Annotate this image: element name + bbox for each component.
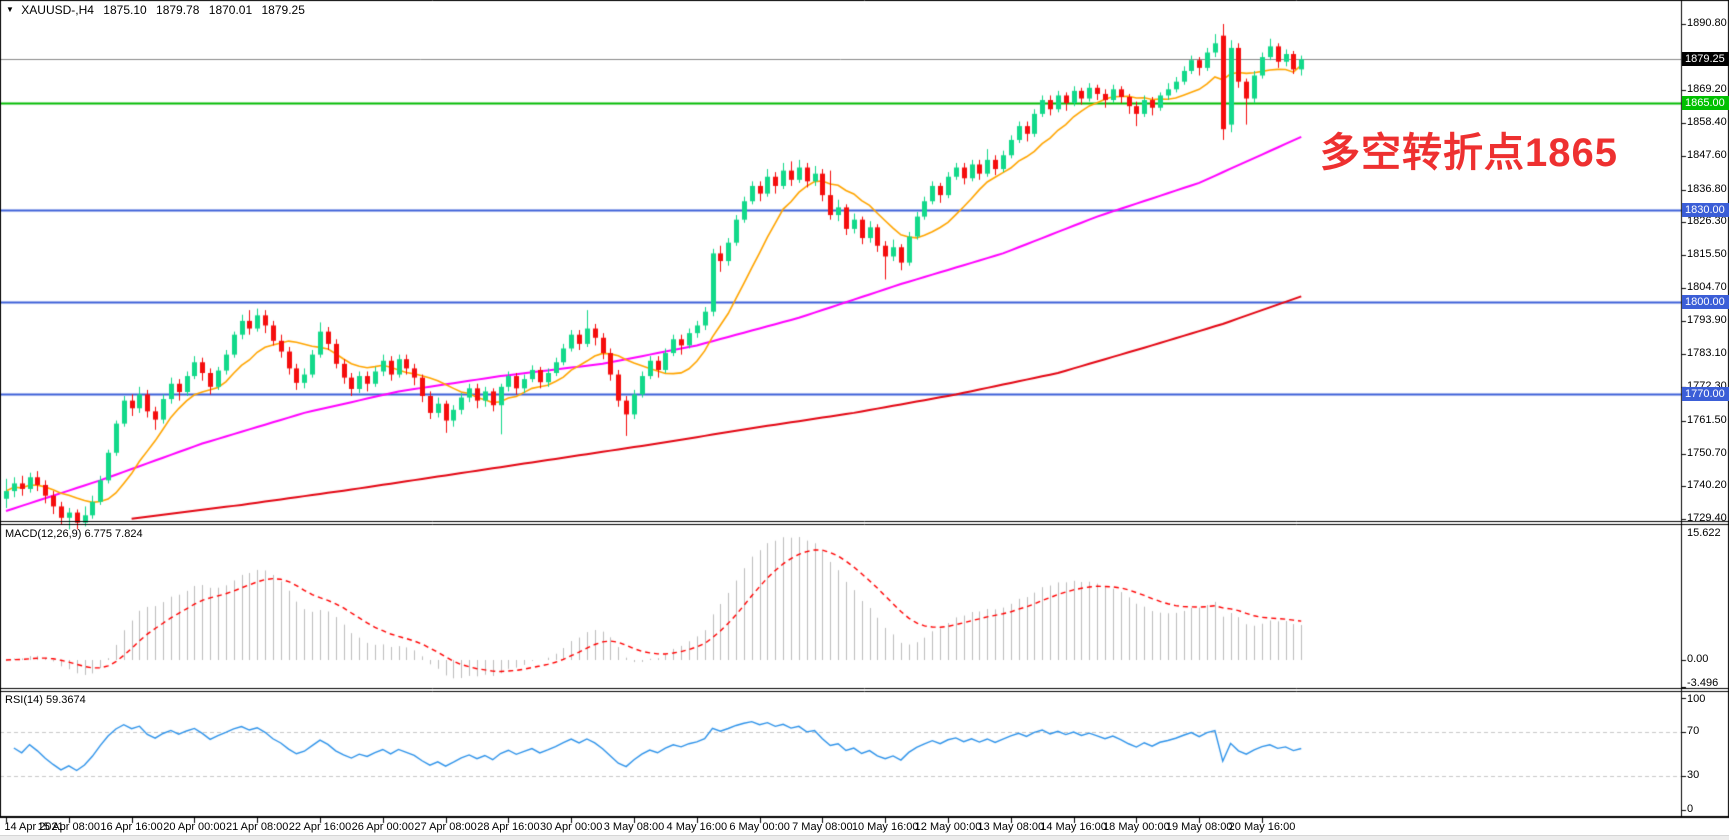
- price-tick-label: 1750.70: [1687, 446, 1727, 459]
- price-tick-label: 1783.10: [1687, 347, 1727, 360]
- price-badge: 1770.00: [1682, 387, 1729, 402]
- quote-open: 1875.10: [103, 3, 147, 17]
- rsi-scale-label: 0: [1687, 803, 1694, 815]
- date-axis-label: 14 Apr 2021: [4, 821, 64, 833]
- quote-close: 1879.25: [261, 3, 305, 17]
- date-axis-label: 15 Apr 08:00: [37, 821, 100, 833]
- quote-high: 1879.78: [156, 3, 200, 17]
- date-axis-label: 28 Apr 16:00: [477, 821, 540, 833]
- price-tick-label: 1847.60: [1687, 149, 1727, 162]
- date-axis-label: 13 May 08:00: [977, 821, 1045, 833]
- quote-header: ▼ XAUUSD-,H4 1875.10 1879.78 1870.01 187…: [6, 3, 311, 17]
- date-axis-label: 19 May 08:00: [1165, 821, 1233, 833]
- window-bottom-strip: [0, 835, 1729, 840]
- macd-scale-label: -3.496: [1687, 677, 1719, 689]
- date-axis-label: 16 Apr 16:00: [100, 821, 163, 833]
- macd-indicator-label: MACD(12,26,9) 6.775 7.824: [5, 528, 143, 540]
- price-badge: 1830.00: [1682, 203, 1729, 218]
- rsi-scale-label: 30: [1687, 769, 1700, 782]
- date-axis-label: 27 Apr 08:00: [414, 821, 477, 833]
- date-axis-label: 12 May 00:00: [914, 821, 982, 833]
- price-tick-label: 1890.80: [1687, 17, 1727, 29]
- date-axis-label: 3 May 08:00: [603, 821, 665, 833]
- date-axis-label: 10 May 16:00: [851, 821, 919, 833]
- price-tick-label: 1804.70: [1687, 281, 1727, 294]
- date-axis-label: 14 May 16:00: [1040, 821, 1107, 833]
- chart-annotation-text: 多空转折点1865: [1320, 131, 1618, 175]
- price-tick-label: 1826.30: [1687, 214, 1727, 227]
- price-direction-icon: ▼: [6, 5, 14, 14]
- price-tick-label: 1858.40: [1687, 116, 1727, 129]
- date-axis-label: 7 May 08:00: [792, 821, 853, 833]
- date-axis-label: 26 Apr 00:00: [351, 821, 414, 833]
- date-axis-label: 20 May 16:00: [1228, 821, 1296, 833]
- date-axis-label: 21 Apr 08:00: [225, 821, 289, 833]
- price-tick-label: 1793.90: [1687, 314, 1727, 327]
- price-tick-label: 1869.20: [1687, 83, 1727, 96]
- date-axis-label: 30 Apr 00:00: [539, 821, 603, 833]
- price-badge: 1800.00: [1682, 295, 1729, 310]
- rsi-indicator-label: RSI(14) 59.3674: [5, 694, 86, 706]
- price-tick-label: 1836.80: [1687, 182, 1727, 195]
- macd-scale-label: 0.00: [1687, 653, 1709, 665]
- date-axis-label: 20 Apr 00:00: [163, 821, 226, 833]
- price-tick-label: 1729.40: [1687, 512, 1727, 524]
- date-axis-label: 6 May 00:00: [729, 821, 790, 833]
- quote-low: 1870.01: [208, 3, 253, 17]
- rsi-scale-label: 100: [1687, 693, 1706, 705]
- price-badge: 1865.00: [1682, 96, 1729, 111]
- price-tick-label: 1815.50: [1687, 247, 1727, 260]
- date-axis-label: 22 Apr 16:00: [288, 821, 352, 833]
- date-axis-label: 18 May 00:00: [1103, 821, 1170, 833]
- price-badge: 1879.25: [1682, 52, 1729, 67]
- symbol-timeframe-label: XAUUSD-,H4: [21, 3, 94, 17]
- rsi-scale-label: 70: [1687, 724, 1700, 737]
- price-tick-label: 1761.50: [1687, 413, 1727, 426]
- price-tick-label: 1740.20: [1687, 478, 1727, 491]
- macd-scale-label: 15.622: [1687, 527, 1721, 539]
- date-axis-label: 4 May 16:00: [666, 821, 728, 833]
